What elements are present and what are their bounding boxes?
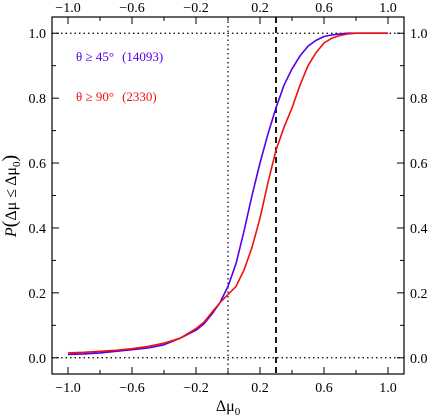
- y-tick-label-left: 1.0: [29, 27, 47, 42]
- reference-lines: [52, 17, 404, 374]
- x-tick-label-top: 1.0: [379, 1, 397, 16]
- y-tick-label-right: 1.0: [410, 27, 428, 42]
- y-tick-label-left: 0.8: [29, 92, 47, 107]
- series-line-0: [67, 32, 388, 356]
- series-lines: [67, 32, 388, 356]
- legend: θ ≥ 45° (14093) θ ≥ 90° (2330): [76, 49, 163, 104]
- series-line-1: [67, 32, 388, 354]
- x-tick-label-bottom: −0.6: [119, 381, 144, 396]
- x-tick-label-top: 0.2: [251, 1, 269, 16]
- x-tick-label-top: −0.2: [183, 1, 208, 16]
- x-tick-label-top: −1.0: [55, 1, 80, 16]
- axis-tick-labels: −1.0 −1.0 −0.6 −0.6 −0.2 −0.2 0.2 0.2 0.6 0.6 1.0 1…: [29, 1, 428, 396]
- y-tick-label-right: 0.8: [410, 92, 428, 107]
- x-axis-title: Δμ0: [216, 398, 241, 417]
- y-tick-label-right: 0.4: [410, 222, 428, 237]
- y-tick-label-right: 0.0: [410, 352, 428, 367]
- y-tick-label-right: 0.6: [410, 157, 428, 172]
- x-tick-label-bottom: −0.2: [183, 381, 208, 396]
- x-tick-label-bottom: 1.0: [379, 381, 397, 396]
- y-tick-label-left: 0.2: [29, 287, 47, 302]
- x-tick-label-bottom: 0.6: [315, 381, 333, 396]
- y-tick-label-right: 0.2: [410, 287, 428, 302]
- plot-frame: [51, 16, 405, 375]
- x-tick-label-bottom: 0.2: [251, 381, 269, 396]
- y-tick-label-left: 0.4: [29, 222, 47, 237]
- y-tick-label-left: 0.0: [29, 352, 47, 367]
- x-tick-label-bottom: −1.0: [55, 381, 80, 396]
- y-axis-title: P(Δμ ≤ Δμ0): [0, 155, 23, 238]
- legend-label-theta90: θ ≥ 90° (2330): [76, 89, 157, 104]
- axis-ticks: [52, 17, 404, 374]
- x-tick-label-top: 0.6: [315, 1, 333, 16]
- legend-label-theta45: θ ≥ 45° (14093): [76, 49, 163, 64]
- x-tick-label-top: −0.6: [119, 1, 144, 16]
- y-tick-label-left: 0.6: [29, 157, 47, 172]
